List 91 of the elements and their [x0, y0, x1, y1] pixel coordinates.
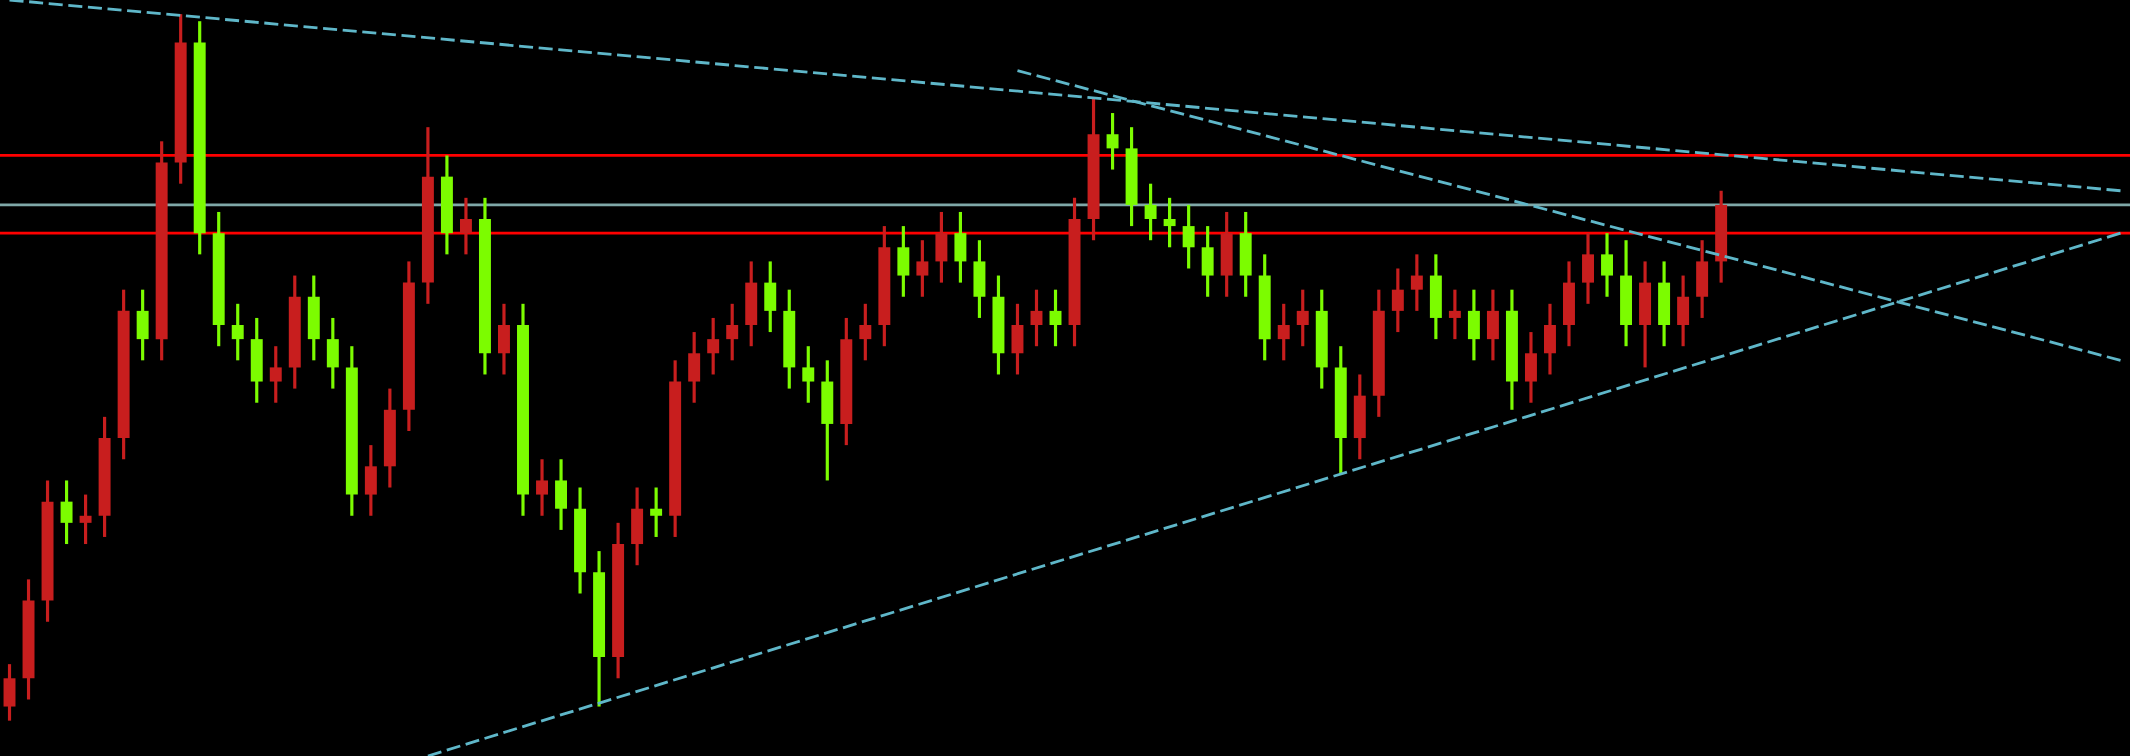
candlestick	[802, 346, 815, 403]
candlestick	[574, 487, 587, 594]
candlestick	[1372, 289, 1385, 417]
candlestick	[1563, 261, 1575, 348]
candlestick	[459, 196, 472, 255]
candlestick	[326, 316, 339, 389]
candlestick	[212, 210, 225, 348]
candlestick	[764, 261, 777, 334]
candlestick	[1182, 203, 1195, 269]
candlestick	[1315, 289, 1328, 389]
candlestick	[1524, 332, 1537, 403]
candlestick	[1391, 268, 1404, 334]
candlestick	[973, 240, 986, 318]
candlestick	[612, 521, 625, 679]
candlestick	[1106, 113, 1119, 170]
candlestick	[517, 302, 529, 516]
candlestick	[745, 261, 758, 348]
candlestick	[1715, 190, 1728, 283]
candlestick	[1429, 254, 1442, 341]
candlestick	[478, 196, 491, 375]
candlestick	[345, 346, 358, 516]
candlestick	[402, 261, 415, 431]
candlestick	[1125, 127, 1138, 228]
candlestick	[1448, 289, 1461, 341]
candlestick	[707, 316, 720, 375]
candlestick	[1467, 289, 1480, 361]
candlestick	[3, 664, 16, 721]
candlestick	[1239, 210, 1252, 297]
candlestick	[1543, 302, 1556, 375]
candlestick	[1030, 289, 1043, 348]
candlestick	[1486, 289, 1499, 361]
candlestick	[41, 480, 54, 622]
candlestick	[992, 275, 1005, 375]
candlestick	[1201, 226, 1214, 297]
candlestick	[1353, 374, 1366, 460]
candlestick	[935, 210, 948, 283]
candlestick	[954, 210, 967, 283]
candlestick	[155, 141, 168, 361]
candlestick	[555, 459, 568, 530]
candlestick	[1334, 346, 1347, 474]
candlestick	[897, 226, 910, 297]
candlestick	[1258, 254, 1271, 361]
candlestick	[288, 275, 301, 389]
candlestick	[1677, 275, 1690, 348]
candlestick	[840, 316, 853, 447]
candlestick	[250, 316, 263, 403]
candlestick	[1163, 196, 1176, 248]
candlestick	[136, 289, 149, 361]
candlestick	[726, 302, 739, 361]
candlestick	[650, 487, 663, 537]
candlestick	[1658, 261, 1671, 348]
candlestick	[631, 487, 644, 566]
candlestick	[593, 551, 606, 707]
candlestick	[1068, 196, 1081, 348]
candlestick	[878, 226, 891, 348]
candlestick	[1277, 302, 1290, 361]
candlestick	[669, 360, 682, 537]
candlestick	[231, 302, 244, 361]
candlestick	[1220, 210, 1233, 297]
candlestick	[1582, 233, 1594, 304]
candlestick	[79, 494, 92, 546]
candlestick	[821, 360, 834, 481]
candlestick	[498, 302, 510, 375]
candlestick	[22, 579, 35, 700]
candlestick	[1011, 302, 1024, 375]
candlestick	[1410, 254, 1423, 311]
candlestick	[60, 480, 73, 546]
candlestick	[269, 346, 282, 403]
candlestick	[688, 332, 701, 403]
candlestick	[1505, 289, 1518, 410]
candlestick	[536, 459, 548, 516]
candlestick	[1696, 240, 1709, 318]
candlestick	[98, 415, 111, 537]
candlestick	[1087, 98, 1100, 241]
candlestick	[1639, 261, 1652, 368]
candlestick	[117, 289, 130, 460]
candlestick	[383, 388, 396, 488]
candlestick	[1144, 183, 1157, 241]
candlestick	[174, 14, 187, 184]
candlestick	[859, 302, 872, 361]
candlestick	[916, 240, 929, 297]
candlestick	[193, 21, 206, 255]
candlestick	[307, 275, 320, 361]
candlestick	[1049, 289, 1062, 348]
candlestick	[364, 445, 377, 516]
candlestick	[783, 289, 796, 389]
candlestick	[440, 155, 453, 255]
candlestick	[421, 127, 434, 304]
candlestick	[1296, 289, 1309, 348]
candlestick	[1620, 240, 1633, 348]
candlestick	[1601, 233, 1613, 297]
